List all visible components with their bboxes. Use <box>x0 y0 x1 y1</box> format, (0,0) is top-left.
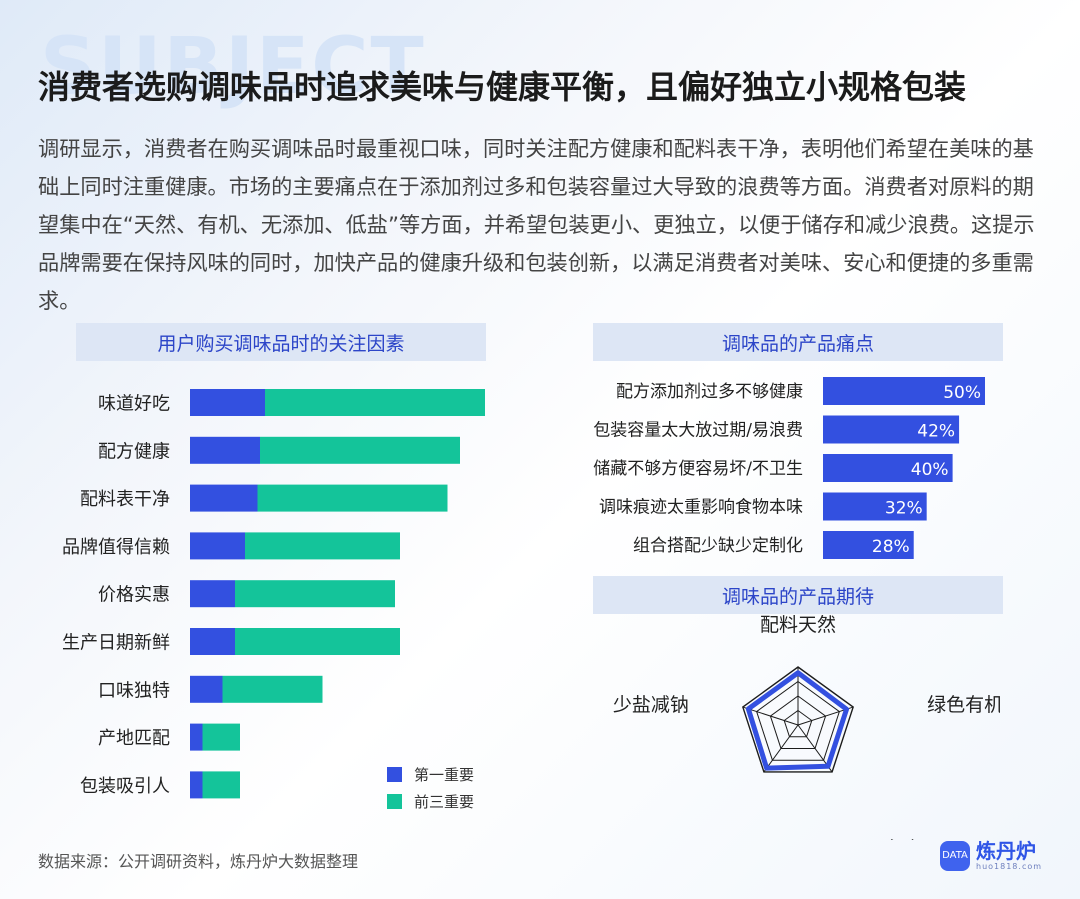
pain-point-value: 40% <box>911 460 949 480</box>
bar-first-important <box>190 580 235 608</box>
radar-grid-ring <box>783 709 813 738</box>
radar-axis-label: 0添加 <box>877 838 927 840</box>
bar-first-important <box>190 436 260 464</box>
bar-first-important <box>190 771 203 799</box>
pain-point-value: 42% <box>917 422 955 442</box>
radar-grid-ring <box>769 695 827 749</box>
logo-mark-icon: DATA <box>940 840 970 871</box>
radar-axis-label: 绿色有机 <box>927 694 1000 716</box>
legend-label: 前三重要 <box>414 793 474 811</box>
bar-top3-important <box>235 580 395 608</box>
bar-first-important <box>190 532 245 560</box>
bar-top3-important <box>235 628 400 655</box>
radar-axis-label: 配料天然 <box>760 615 836 636</box>
background-watermark-text: SUBJECT <box>40 22 426 112</box>
radar-chart-title: 调味品的产品期待 <box>593 576 1003 614</box>
pain-point-label: 储藏不够方便容易坏/不卫生 <box>593 459 803 479</box>
factor-label: 产地匹配 <box>98 728 170 749</box>
pain-point-value: 28% <box>872 537 910 557</box>
legend-swatch <box>387 767 402 782</box>
bar-first-important <box>190 484 258 512</box>
pain-point-value: 32% <box>885 499 923 519</box>
pain-chart-title: 调味品的产品痛点 <box>593 323 1003 361</box>
radar-axis-label: 少盐减钠 <box>613 694 689 716</box>
factor-label: 配方健康 <box>98 441 170 462</box>
brand-logo: DATA 炼丹炉 huo1818.com <box>940 840 1042 871</box>
radar-grid-ring <box>756 680 840 761</box>
data-source-note: 数据来源：公开调研资料，炼丹炉大数据整理 <box>38 852 359 871</box>
pain-point-label: 调味痕迹太重影响食物本味 <box>599 498 803 518</box>
pain-point-bar <box>823 377 985 405</box>
bar-top3-important <box>202 723 240 751</box>
bar-top3-important <box>202 771 240 799</box>
factor-label: 口味独特 <box>98 680 170 701</box>
pain-point-label: 组合搭配少缺少定制化 <box>633 536 803 556</box>
factor-label: 生产日期新鲜 <box>62 633 170 654</box>
legend-label: 第一重要 <box>414 766 474 784</box>
pain-point-label: 配方添加剂过多不够健康 <box>616 382 803 402</box>
bar-top3-important <box>260 436 460 464</box>
intro-paragraph: 调研显示，消费者在购买调味品时最重视口味，同时关注配方健康和配料表干净，表明他们… <box>38 136 1035 313</box>
factors-chart-title: 用户购买调味品时的关注因素 <box>76 323 486 361</box>
legend-swatch <box>387 794 402 809</box>
pain-point-value: 50% <box>943 383 981 403</box>
factors-bar-chart: 味道好吃配方健康配料表干净品牌值得信赖价格实惠生产日期新鲜口味独特产地匹配包装吸… <box>62 389 485 811</box>
pain-point-label: 包装容量太大放过期/易浪费 <box>593 421 803 441</box>
radar-axis-line <box>742 706 799 726</box>
radar-grid-ring <box>742 666 854 773</box>
pain-point-bar <box>823 454 953 482</box>
factor-label: 味道好吃 <box>98 394 170 415</box>
factor-label: 品牌值得信赖 <box>62 537 170 558</box>
bar-top3-important <box>245 532 400 560</box>
logo-name: 炼丹炉 <box>976 839 1036 863</box>
pain-points-bar-chart: 配方添加剂过多不够健康 50% 包装容量太大放过期/易浪费 42% 储藏不够方便容易坏/… <box>593 377 985 559</box>
factor-label: 价格实惠 <box>98 585 170 606</box>
bar-top3-important <box>265 389 485 416</box>
page-title: 消费者选购调味品时追求美味与健康平衡，且偏好独立小规格包装 <box>38 68 967 106</box>
pain-point-bar <box>823 531 914 559</box>
pain-point-bar <box>823 415 960 444</box>
radar-data-polygon <box>745 670 850 771</box>
expectations-radar-chart: 配料天然绿色有机0添加独立小包装少盐减钠 <box>613 615 1000 840</box>
bar-top3-important <box>257 484 448 512</box>
bar-first-important <box>190 628 235 655</box>
radar-axis-line <box>763 724 799 773</box>
bar-first-important <box>190 723 203 751</box>
pain-point-bar <box>823 492 927 521</box>
bar-first-important <box>190 389 265 416</box>
bar-first-important <box>190 675 223 703</box>
factor-label: 包装吸引人 <box>80 776 170 797</box>
logo-url: huo1818.com <box>976 862 1043 871</box>
factor-label: 配料表干净 <box>80 489 170 510</box>
bar-top3-important <box>222 675 323 703</box>
